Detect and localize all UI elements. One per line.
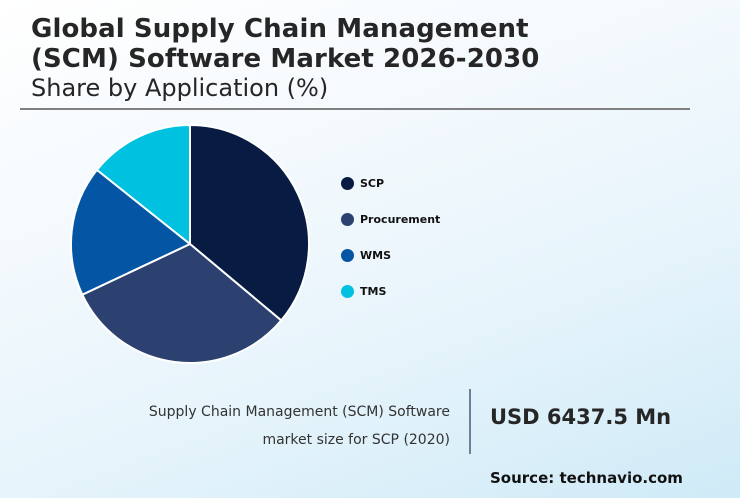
legend-swatch-icon: [341, 248, 354, 262]
pie-slice-procurement: [81, 243, 283, 364]
legend-label: SCP: [360, 176, 385, 190]
legend-swatch-icon: [341, 176, 354, 190]
legend-label: TMS: [360, 284, 387, 298]
legend-swatch-icon: [341, 284, 354, 298]
chart-legend: SCP Procurement WMS TMS: [341, 174, 440, 318]
pie-slice-wms: [70, 168, 191, 296]
legend-label: Procurement: [360, 212, 441, 226]
description-line2: market size for SCP (2020): [262, 432, 450, 448]
description-line1: Supply Chain Management (SCM) Software: [148, 404, 450, 420]
market-size-description: Supply Chain Management (SCM) Software m…: [149, 398, 450, 454]
legend-item-tms: TMS: [341, 282, 440, 300]
chart-title-line1: Global Supply Chain Management: [31, 14, 529, 44]
legend-swatch-icon: [341, 212, 354, 226]
chart-title-line2: (SCM) Software Market 2026-2030: [31, 44, 540, 74]
legend-item-wms: WMS: [341, 246, 440, 264]
chart-title: Global Supply Chain Management (SCM) Sof…: [31, 14, 539, 74]
legend-label: WMS: [360, 248, 392, 262]
market-size-value: USD 6437.5 Mn: [490, 405, 672, 429]
vertical-separator: [469, 389, 471, 454]
legend-item-scp: SCP: [341, 174, 440, 192]
chart-subtitle: Share by Application (%): [31, 74, 329, 102]
title-divider: [20, 108, 690, 110]
pie-slice-scp: [189, 124, 310, 322]
source-credit: Source: technavio.com: [490, 469, 683, 487]
pie-slice-tms: [95, 124, 191, 245]
legend-item-procurement: Procurement: [341, 210, 440, 228]
